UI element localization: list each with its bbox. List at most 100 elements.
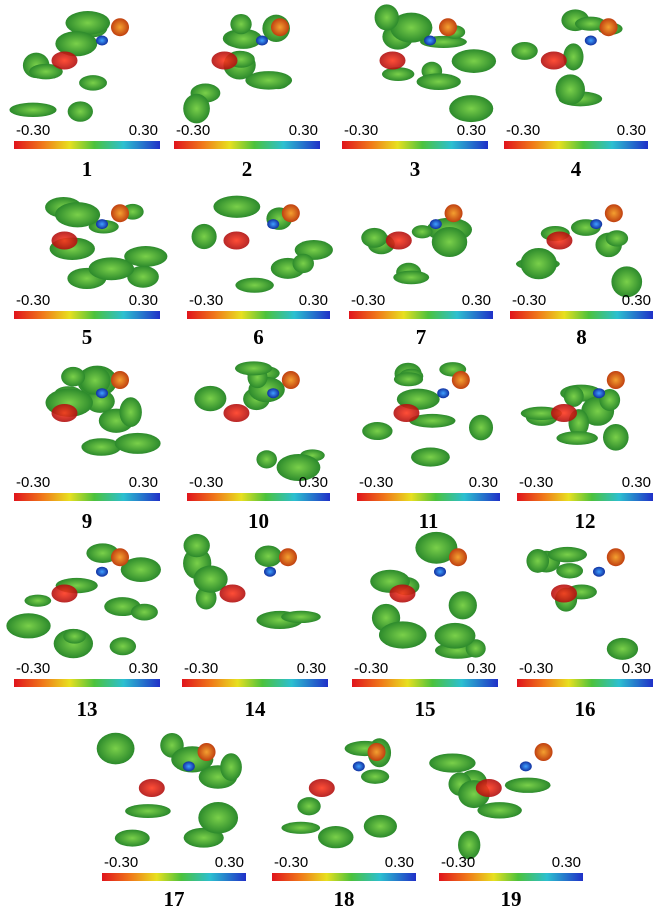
surface-lobe (97, 733, 135, 765)
positive-region (267, 219, 279, 229)
surface-lobe (119, 397, 141, 427)
molecule-surface (183, 534, 321, 629)
positive-region (96, 219, 108, 229)
panel-number: 4 (571, 157, 582, 181)
surface-lobe (125, 804, 171, 818)
colorbar (517, 493, 653, 501)
colorbar-max-label: 0.30 (299, 292, 328, 309)
surface-lobe (198, 802, 238, 834)
panel-number: 9 (82, 509, 93, 533)
colorbar (174, 141, 320, 149)
colorbar-max-label: 0.30 (215, 854, 244, 871)
panel: -0.300.3012 (517, 371, 653, 533)
surface-lobe (432, 227, 467, 257)
surface-lobe (603, 424, 629, 451)
surface-lobe (63, 629, 86, 644)
molecule-surface (281, 738, 397, 848)
colorbar-max-label: 0.30 (129, 474, 158, 491)
colorbar (504, 141, 648, 149)
negative-region (390, 585, 416, 603)
positive-region (96, 388, 108, 398)
panel: -0.300.3013 (6, 543, 161, 721)
panel: -0.300.3010 (187, 361, 330, 533)
panel: -0.300.304 (504, 9, 648, 181)
surface-lobe (526, 549, 549, 573)
colorbar (517, 679, 653, 687)
molecule-surface (521, 371, 629, 451)
surface-lobe (520, 248, 556, 279)
colorbar-max-label: 0.30 (469, 474, 498, 491)
surface-lobe (548, 547, 587, 563)
negative-region (52, 585, 78, 603)
molecule-surface (6, 543, 161, 658)
positive-region (590, 219, 602, 229)
surface-lobe (235, 278, 273, 293)
colorbar-min-label: -0.30 (519, 474, 553, 491)
colorbar (182, 679, 328, 687)
positive-region (96, 36, 108, 46)
colorbar (272, 873, 416, 881)
surface-lobe (607, 638, 638, 660)
surface-lobe (563, 43, 583, 70)
panel: -0.300.309 (14, 366, 161, 533)
molecule-surface (511, 9, 622, 106)
negative-region (380, 52, 406, 70)
molecule-surface (97, 733, 242, 848)
surface-lobe (235, 361, 272, 375)
surface-lobe (213, 196, 260, 218)
molecule-surface (370, 532, 486, 659)
surface-lobe (394, 372, 423, 386)
molecule-surface (375, 4, 497, 122)
surface-lobe (81, 438, 121, 456)
colorbar-min-label: -0.30 (16, 660, 50, 677)
surface-lobe (255, 545, 282, 566)
oxygen-region (282, 371, 300, 389)
negative-region (212, 52, 238, 70)
positive-region (256, 36, 268, 46)
surface-lobe (9, 103, 56, 117)
negative-region (551, 404, 577, 422)
positive-region (264, 567, 276, 577)
colorbar-min-label: -0.30 (176, 122, 210, 139)
surface-lobe (256, 450, 277, 468)
molecule-surface (194, 361, 324, 481)
positive-region (434, 567, 446, 577)
surface-lobe (393, 271, 429, 285)
colorbar (342, 141, 488, 149)
surface-lobe (469, 415, 493, 441)
surface-lobe (556, 563, 583, 578)
molecule-surface (362, 362, 493, 467)
oxygen-region (111, 204, 129, 222)
positive-region (183, 761, 195, 771)
colorbar-min-label: -0.30 (519, 660, 553, 677)
surface-lobe (375, 4, 399, 30)
colorbar-max-label: 0.30 (385, 854, 414, 871)
surface-lobe (230, 14, 251, 34)
colorbar (187, 493, 330, 501)
panel-number: 15 (415, 697, 436, 721)
figure: -0.300.301-0.300.302-0.300.303-0.300.304… (0, 0, 657, 914)
panel: -0.300.303 (342, 4, 496, 181)
oxygen-region (271, 18, 289, 36)
surface-lobe (68, 101, 93, 121)
surface-lobe (318, 826, 354, 848)
oxygen-region (368, 743, 386, 761)
surface-lobe (65, 11, 110, 35)
surface-lobe (361, 228, 387, 248)
positive-region (430, 219, 442, 229)
colorbar-max-label: 0.30 (289, 122, 318, 139)
colorbar-max-label: 0.30 (297, 660, 326, 677)
colorbar-max-label: 0.30 (617, 122, 646, 139)
panel: -0.300.308 (510, 204, 653, 349)
oxygen-region (445, 204, 463, 222)
surface-lobe (449, 95, 493, 122)
colorbar-max-label: 0.30 (622, 660, 651, 677)
oxygen-region (111, 548, 129, 566)
surface-lobe (564, 386, 584, 407)
panel-number: 13 (77, 697, 98, 721)
positive-region (593, 567, 605, 577)
molecule-surface (45, 197, 167, 289)
colorbar-max-label: 0.30 (457, 122, 486, 139)
